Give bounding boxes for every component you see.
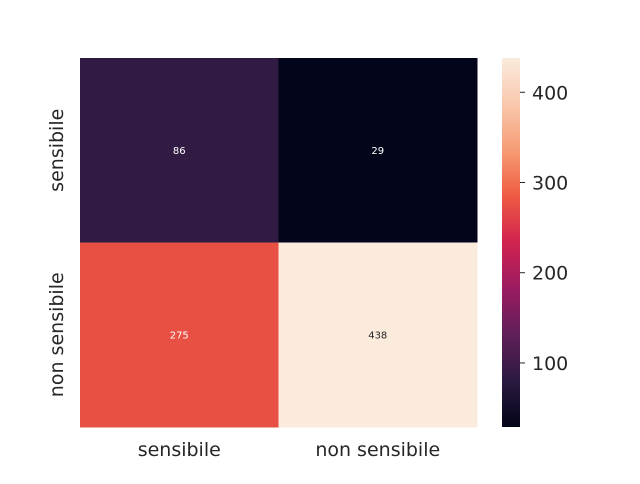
cell-value-label: 438 bbox=[368, 330, 387, 341]
cell-value-label: 275 bbox=[170, 330, 189, 341]
heatmap-cell bbox=[278, 58, 478, 243]
colorbar-tick-label: 200 bbox=[532, 263, 568, 285]
heatmap-cell bbox=[80, 242, 279, 428]
y-tick-label: non sensibile bbox=[46, 272, 68, 397]
y-tick-labels: sensibile non sensibile bbox=[46, 109, 68, 398]
colorbar-tick-label: 100 bbox=[532, 353, 568, 375]
x-tick-label: sensibile bbox=[138, 439, 221, 461]
heatmap-cells bbox=[80, 58, 478, 428]
cell-value-label: 86 bbox=[173, 146, 186, 157]
cell-value-labels: 86 29 275 438 bbox=[170, 146, 388, 342]
heatmap-cell bbox=[80, 58, 279, 243]
colorbar-tick-label: 400 bbox=[532, 82, 568, 104]
colorbar-ticks: 100 200 300 400 bbox=[520, 82, 568, 375]
colorbar bbox=[502, 58, 520, 427]
colorbar-tick-label: 300 bbox=[532, 173, 568, 195]
cell-value-label: 29 bbox=[371, 146, 384, 157]
heatmap-cell bbox=[278, 242, 478, 428]
x-tick-labels: sensibile non sensibile bbox=[138, 439, 441, 461]
x-tick-label: non sensibile bbox=[315, 439, 440, 461]
y-tick-label: sensibile bbox=[46, 109, 68, 192]
